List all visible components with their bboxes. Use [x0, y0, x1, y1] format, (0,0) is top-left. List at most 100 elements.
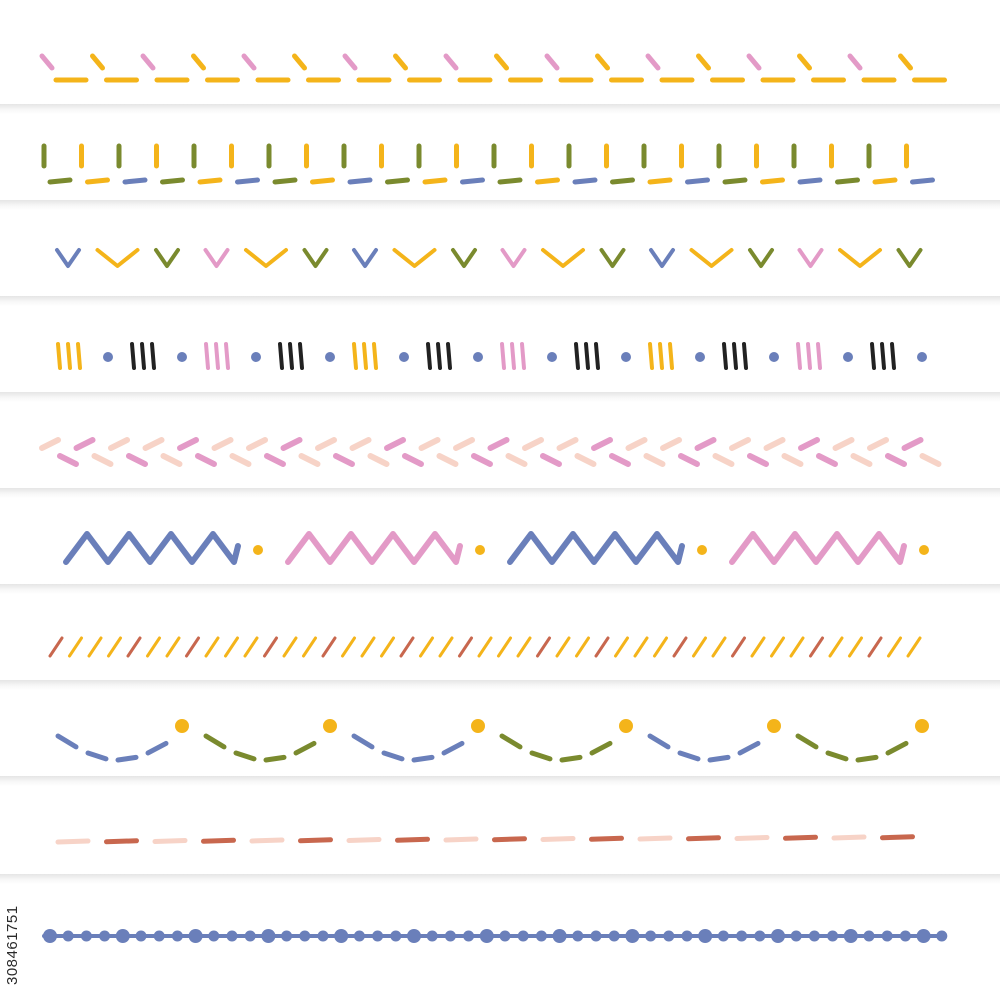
herringbone-lower [643, 453, 666, 467]
bead-dot [499, 930, 511, 942]
herringbone-lower [57, 453, 79, 467]
hatch-mark [341, 636, 356, 658]
tick-mark [443, 53, 459, 71]
stroke-mark [500, 342, 506, 370]
hatch-mark [204, 636, 220, 658]
stroke-mark [594, 342, 600, 370]
stroke-mark [426, 342, 432, 370]
bead-dot [244, 930, 256, 942]
chevron-mark [689, 248, 734, 268]
herringbone-lower [298, 453, 321, 467]
herringbone-upper [73, 437, 96, 451]
bead-dot [827, 930, 839, 942]
dashed-line-svg [55, 834, 915, 845]
herringbone-upper [108, 437, 130, 451]
tick-mark [90, 53, 105, 71]
herringbone-lower [367, 453, 390, 467]
chevron-svg [55, 248, 923, 268]
horizontal-stitch [610, 177, 635, 185]
horizontal-stitch [797, 177, 823, 185]
hatch-mark [126, 636, 142, 658]
herringbone-lower [436, 453, 459, 467]
hatch-mark [614, 636, 629, 658]
band-separator [0, 584, 1000, 594]
scallop-dot [619, 719, 633, 733]
horizontal-stitch [272, 177, 298, 185]
herringbone-lower [126, 453, 148, 467]
stroke-mark [722, 342, 728, 370]
herringbone-upper [418, 437, 441, 451]
bead-dot [790, 930, 802, 942]
horizontal-stitch [647, 177, 673, 185]
bead-dot [334, 929, 349, 943]
stroke-mark [372, 342, 378, 370]
scallop-dash [411, 754, 435, 763]
stroke-mark [362, 342, 368, 370]
hatch-mark [828, 636, 844, 658]
herringbone-lower [402, 453, 424, 467]
hatch-mark [438, 636, 454, 658]
stroke-mark [880, 342, 886, 370]
herringbone-upper [39, 437, 61, 451]
hatch-mark [867, 636, 883, 658]
band-separator [0, 296, 1000, 306]
hatch-mark [419, 636, 434, 658]
hatch-mark [68, 636, 83, 658]
stroke-mark [150, 342, 156, 370]
hatch-mark [458, 636, 473, 658]
herringbone-lower [574, 453, 597, 467]
chevron-mark [352, 248, 378, 268]
band-separator [0, 776, 1000, 786]
bead-dot [188, 929, 203, 943]
scallop-dash [203, 733, 227, 750]
stroke-mark [520, 342, 526, 370]
dash-mark [104, 838, 139, 845]
bead-dot [663, 930, 675, 942]
scallop-dash [441, 740, 465, 756]
hatch-mark [263, 636, 278, 658]
bead-dot [261, 929, 276, 943]
herringbone-upper [832, 437, 855, 451]
dash-mark [492, 836, 527, 843]
bracket-stitch-border [0, 114, 1000, 208]
hatch-mark [789, 636, 805, 658]
scallop-dash [737, 740, 761, 756]
bead-dot [625, 929, 640, 943]
diagonal-hatch-svg [48, 636, 922, 658]
hatch-mark [107, 636, 122, 658]
bead-dot [717, 930, 729, 942]
hatch-mark [672, 636, 688, 658]
herringbone-svg [39, 437, 942, 467]
bead-dot [299, 930, 311, 942]
stroke-mark [204, 342, 210, 370]
stroke-mark [732, 342, 738, 370]
bead-dot [62, 930, 74, 942]
chevron-mark [154, 248, 180, 268]
herringbone-lower [471, 453, 493, 467]
scallop-dash [145, 740, 169, 756]
bead-dot [698, 929, 713, 943]
chevron-border [0, 210, 1000, 304]
scallop-dash [529, 750, 553, 762]
horizontal-stitch [85, 177, 110, 185]
hatch-mark [575, 636, 590, 658]
tick-mark [847, 53, 863, 71]
hatch-mark [750, 636, 766, 658]
bead-dot [479, 929, 494, 943]
herringbone-upper [694, 437, 717, 451]
separator-dot [843, 352, 853, 362]
bead-dot [572, 930, 584, 942]
herringbone-lower [609, 453, 631, 467]
dash-mark [783, 834, 818, 841]
herringbone-upper [867, 437, 889, 451]
chevron-mark [392, 248, 437, 268]
scallop-dash [707, 754, 731, 763]
hatch-mark [770, 636, 785, 658]
chevron-mark [203, 248, 230, 268]
stroke-mark [510, 342, 516, 370]
bead-dot [736, 930, 748, 942]
bead-dot [80, 930, 92, 942]
herringbone-lower [747, 453, 769, 467]
band-separator [0, 680, 1000, 690]
